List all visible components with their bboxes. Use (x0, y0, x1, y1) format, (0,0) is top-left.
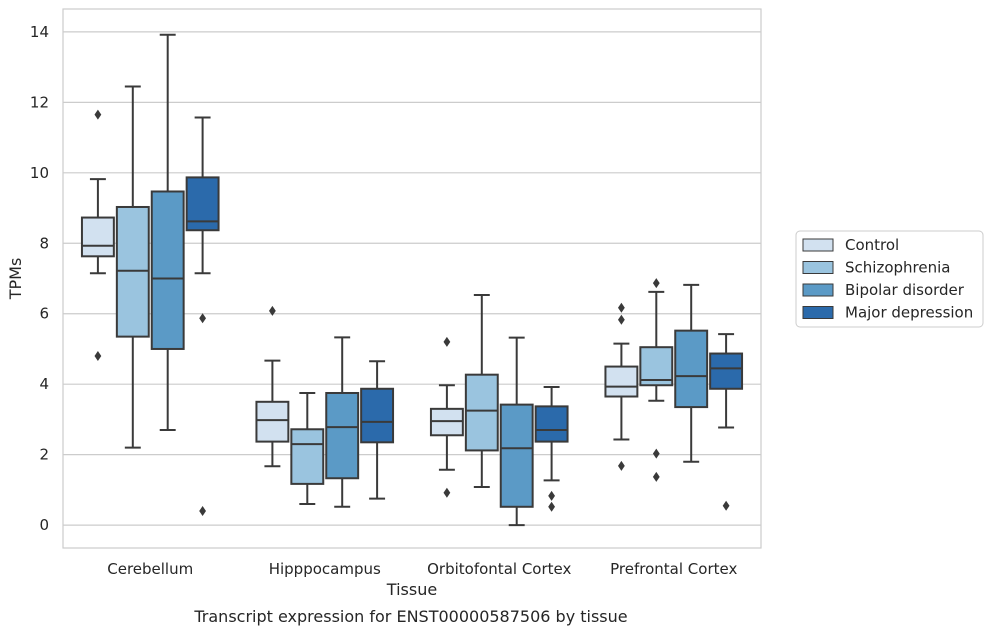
legend-label: Schizophrenia (845, 259, 950, 277)
outlier-point (94, 109, 102, 120)
box-iqr (290, 428, 325, 485)
outlier-point (199, 313, 206, 324)
box-iqr (534, 405, 569, 443)
box-iqr (80, 216, 115, 258)
box-iqr (604, 365, 639, 398)
y-tick-label: 4 (39, 375, 49, 393)
plot-frame (62, 8, 762, 549)
chart-title: Transcript expression for ENST0000058750… (193, 607, 627, 626)
box-iqr (674, 329, 709, 409)
legend-label: Bipolar disorder (845, 281, 965, 299)
box-iqr (499, 403, 534, 508)
outlier-point (618, 314, 625, 325)
outlier-point (652, 448, 660, 459)
box-cerebellum-major-depression (185, 116, 220, 517)
outlier-point (443, 336, 451, 347)
outlier-point (94, 351, 102, 362)
box-iqr (360, 387, 395, 444)
box-iqr (150, 190, 185, 350)
y-tick-label: 12 (30, 93, 49, 111)
box-iqr (115, 205, 150, 338)
outlier-point (618, 460, 625, 471)
legend-swatch (802, 283, 834, 297)
y-tick-label: 2 (39, 446, 49, 464)
box-cerebellum-bipolar-disorder (150, 33, 185, 431)
legend-swatch (802, 238, 834, 252)
outlier-point (443, 487, 451, 498)
outlier-point (652, 471, 660, 482)
legend-label: Major depression (845, 304, 973, 322)
outlier-point (269, 305, 276, 316)
y-tick-label: 10 (30, 164, 49, 182)
y-axis-label: TPMs (6, 258, 25, 301)
y-tick-label: 8 (39, 234, 49, 252)
box-cerebellum-schizophrenia (115, 85, 150, 449)
x-tick-label: Orbitofontal Cortex (427, 560, 571, 578)
box-orbitofontal-cortex-schizophrenia (464, 294, 499, 489)
box-hipppocampus-major-depression (360, 360, 395, 500)
outlier-point (199, 506, 206, 517)
box-orbitofontal-cortex-control (429, 336, 464, 498)
legend-swatch (802, 306, 834, 319)
x-tick-label: Prefrontal Cortex (610, 560, 737, 578)
x-tick-label: Hipppocampus (269, 560, 381, 578)
box-hipppocampus-bipolar-disorder (325, 336, 360, 508)
outlier-point (548, 501, 555, 512)
x-tick-labels: Cerebellum Hipppocampus Orbitofontal Corte… (107, 560, 737, 578)
box-orbitofontal-cortex-major-depression (534, 386, 569, 512)
box-iqr (255, 400, 290, 443)
box-iqr (639, 346, 674, 387)
box-prefrontal-cortex-control (604, 302, 639, 471)
box-prefrontal-cortex-bipolar-disorder (674, 283, 709, 463)
box-hipppocampus-schizophrenia (290, 391, 325, 505)
box-cerebellum-control (80, 109, 115, 362)
box-prefrontal-cortex-schizophrenia (639, 278, 674, 482)
y-tick-label: 0 (39, 516, 49, 534)
outlier-point (548, 490, 555, 501)
box-iqr (709, 352, 744, 390)
outlier-point (618, 302, 625, 313)
y-tick-labels: 0 2 4 6 8 10 12 14 (30, 23, 49, 534)
outlier-point (652, 278, 660, 289)
legend-frame (795, 230, 984, 328)
box-prefrontal-cortex-major-depression (709, 333, 744, 511)
outlier-point (722, 500, 730, 511)
y-tick-label: 6 (39, 305, 49, 323)
box-hipppocampus-control (255, 305, 290, 468)
box-groups (80, 33, 744, 527)
box-iqr (464, 373, 499, 452)
x-tick-label: Cerebellum (107, 560, 193, 578)
legend-swatch (802, 261, 834, 274)
box-iqr (325, 391, 360, 480)
x-axis-label: Tissue (386, 580, 437, 599)
box-orbitofontal-cortex-bipolar-disorder (499, 336, 534, 527)
y-tick-label: 14 (30, 23, 49, 41)
legend: Control Schizophrenia Bipolar disorder Majo… (795, 230, 984, 328)
legend-label: Control (845, 236, 899, 254)
